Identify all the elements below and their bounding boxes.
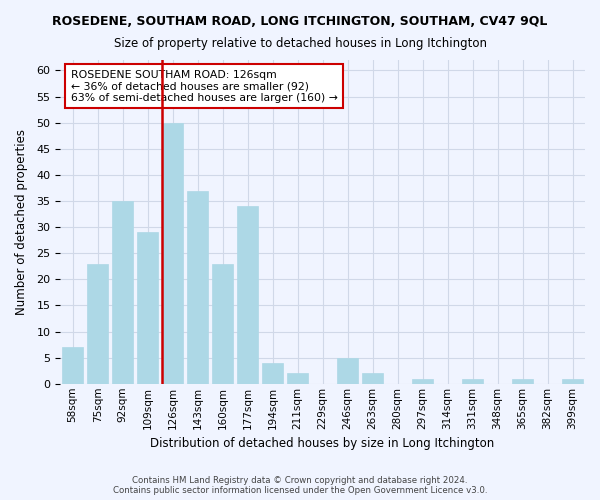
Bar	[112, 201, 133, 384]
Bar	[162, 122, 183, 384]
Bar	[62, 347, 83, 384]
Bar	[562, 378, 583, 384]
Bar	[412, 378, 433, 384]
Bar	[512, 378, 533, 384]
Text: Size of property relative to detached houses in Long Itchington: Size of property relative to detached ho…	[113, 38, 487, 51]
Bar	[237, 206, 258, 384]
Bar	[337, 358, 358, 384]
Bar	[212, 264, 233, 384]
Y-axis label: Number of detached properties: Number of detached properties	[15, 129, 28, 315]
Bar	[287, 374, 308, 384]
Bar	[137, 232, 158, 384]
Text: ROSEDENE, SOUTHAM ROAD, LONG ITCHINGTON, SOUTHAM, CV47 9QL: ROSEDENE, SOUTHAM ROAD, LONG ITCHINGTON,…	[52, 15, 548, 28]
Bar	[262, 363, 283, 384]
Bar	[462, 378, 483, 384]
Bar	[362, 374, 383, 384]
Bar	[87, 264, 108, 384]
Text: ROSEDENE SOUTHAM ROAD: 126sqm
← 36% of detached houses are smaller (92)
63% of s: ROSEDENE SOUTHAM ROAD: 126sqm ← 36% of d…	[71, 70, 338, 103]
X-axis label: Distribution of detached houses by size in Long Itchington: Distribution of detached houses by size …	[151, 437, 495, 450]
Bar	[187, 190, 208, 384]
Text: Contains HM Land Registry data © Crown copyright and database right 2024.
Contai: Contains HM Land Registry data © Crown c…	[113, 476, 487, 495]
